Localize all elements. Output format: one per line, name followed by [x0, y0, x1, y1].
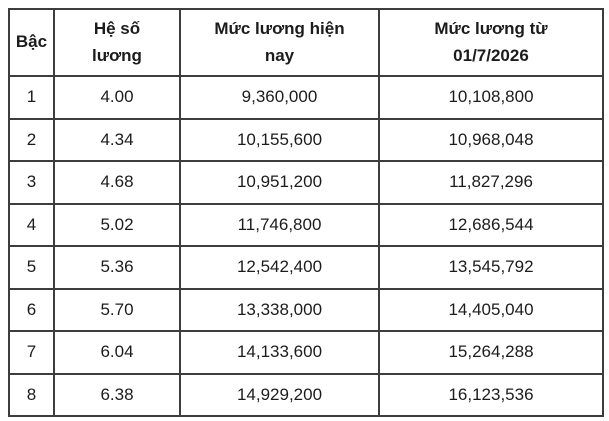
table-header: Bậc Hệ số lương Mức lương hiện nay Mức l…	[8, 8, 604, 77]
header-he-so-luong-line2: lương	[92, 45, 142, 65]
cell-he-so-luong: 4.00	[53, 75, 181, 120]
header-muc-luong-tu-2026-line2: 01/7/2026	[453, 45, 529, 65]
cell-bac: 6	[8, 287, 55, 332]
table-row: 3 4.68 10,951,200 11,827,296	[8, 160, 604, 205]
cell-bac: 8	[8, 372, 55, 417]
header-muc-luong-hien-nay-line1: Mức lương hiện	[214, 19, 345, 39]
cell-muc-luong-tu-2026: 13,545,792	[378, 245, 604, 290]
cell-he-so-luong: 6.04	[53, 330, 181, 375]
cell-muc-luong-hien-nay: 13,338,000	[179, 287, 380, 332]
table-row: 4 5.02 11,746,800 12,686,544	[8, 202, 604, 247]
table-body: 1 4.00 9,360,000 10,108,800 2 4.34 10,15…	[8, 75, 604, 417]
cell-he-so-luong: 5.70	[53, 287, 181, 332]
header-he-so-luong-line1: Hệ số	[93, 19, 141, 39]
header-muc-luong-hien-nay-line2: nay	[264, 45, 295, 65]
header-muc-luong-tu-2026: Mức lương từ 01/7/2026	[378, 8, 604, 77]
table-row: 5 5.36 12,542,400 13,545,792	[8, 245, 604, 290]
cell-muc-luong-tu-2026: 12,686,544	[378, 202, 604, 247]
cell-bac: 4	[8, 202, 55, 247]
cell-muc-luong-hien-nay: 11,746,800	[179, 202, 380, 247]
cell-bac: 7	[8, 330, 55, 375]
cell-muc-luong-tu-2026: 16,123,536	[378, 372, 604, 417]
table-row: 7 6.04 14,133,600 15,264,288	[8, 330, 604, 375]
cell-bac: 3	[8, 160, 55, 205]
cell-muc-luong-hien-nay: 10,951,200	[179, 160, 380, 205]
cell-he-so-luong: 5.02	[53, 202, 181, 247]
cell-muc-luong-hien-nay: 10,155,600	[179, 117, 380, 162]
cell-muc-luong-tu-2026: 14,405,040	[378, 287, 604, 332]
cell-muc-luong-tu-2026: 10,108,800	[378, 75, 604, 120]
table-row: 1 4.00 9,360,000 10,108,800	[8, 75, 604, 120]
cell-muc-luong-tu-2026: 10,968,048	[378, 117, 604, 162]
cell-he-so-luong: 4.34	[53, 117, 181, 162]
cell-muc-luong-hien-nay: 12,542,400	[179, 245, 380, 290]
cell-bac: 1	[8, 75, 55, 120]
cell-he-so-luong: 4.68	[53, 160, 181, 205]
cell-muc-luong-hien-nay: 14,929,200	[179, 372, 380, 417]
cell-muc-luong-hien-nay: 14,133,600	[179, 330, 380, 375]
cell-muc-luong-tu-2026: 15,264,288	[378, 330, 604, 375]
cell-muc-luong-hien-nay: 9,360,000	[179, 75, 380, 120]
cell-bac: 2	[8, 117, 55, 162]
cell-muc-luong-tu-2026: 11,827,296	[378, 160, 604, 205]
salary-table: Bậc Hệ số lương Mức lương hiện nay Mức l…	[8, 8, 604, 417]
cell-he-so-luong: 6.38	[53, 372, 181, 417]
table-row: 2 4.34 10,155,600 10,968,048	[8, 117, 604, 162]
header-bac-label: Bậc	[15, 32, 48, 52]
header-he-so-luong: Hệ số lương	[53, 8, 181, 77]
cell-bac: 5	[8, 245, 55, 290]
header-bac: Bậc	[8, 8, 55, 77]
table-row: 8 6.38 14,929,200 16,123,536	[8, 372, 604, 417]
header-row: Bậc Hệ số lương Mức lương hiện nay Mức l…	[8, 8, 604, 77]
cell-he-so-luong: 5.36	[53, 245, 181, 290]
header-muc-luong-hien-nay: Mức lương hiện nay	[179, 8, 380, 77]
header-muc-luong-tu-2026-line1: Mức lương từ	[434, 19, 548, 39]
table-row: 6 5.70 13,338,000 14,405,040	[8, 287, 604, 332]
